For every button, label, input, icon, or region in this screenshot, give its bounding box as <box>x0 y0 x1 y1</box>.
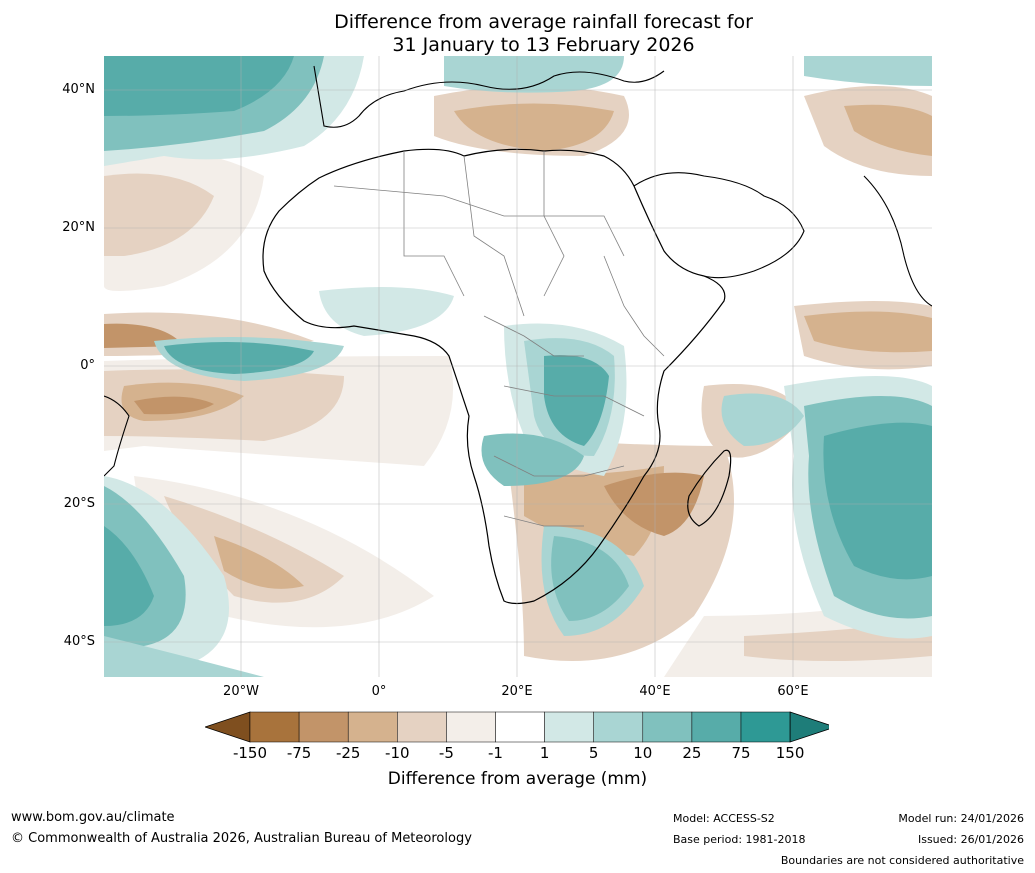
legend-label: Difference from average (mm) <box>387 769 648 789</box>
lon-label-40e: 40°E <box>639 684 671 699</box>
lon-label-20w: 20°W <box>223 684 259 699</box>
footer-model: Model: ACCESS-S2 <box>673 812 775 825</box>
legend-tick-label: 75 <box>731 744 751 762</box>
legend-colorbar <box>205 711 829 743</box>
africa-coastline <box>262 148 726 605</box>
madagascar-outline <box>687 449 732 527</box>
wet-anomaly-areas <box>104 56 932 677</box>
india-coastline <box>863 175 932 307</box>
footer-base-period: Base period: 1981-2018 <box>673 833 806 846</box>
graticule <box>104 56 932 677</box>
footer-copyright: © Commonwealth of Australia 2026, Austra… <box>11 831 472 846</box>
legend-tick-label: -5 <box>438 744 454 762</box>
legend-tick-label: -1 <box>488 744 503 762</box>
legend-color-swatch <box>740 711 791 743</box>
footer-url[interactable]: www.bom.gov.au/climate <box>11 810 175 825</box>
legend-color-swatch <box>347 711 398 743</box>
map-title-line2: 31 January to 13 February 2026 <box>392 34 695 56</box>
legend-tick-label: -75 <box>286 744 312 762</box>
arabia-coastline <box>633 172 805 279</box>
legend-tick-label: 150 <box>775 744 805 762</box>
legend-arrow-low <box>205 711 251 743</box>
legend-color-swatch <box>298 711 349 743</box>
lat-label-20n: 20°N <box>62 220 95 235</box>
lat-label-40s: 40°S <box>63 634 95 649</box>
footer-disclaimer: Boundaries are not considered authoritat… <box>780 854 1024 867</box>
lat-label-20s: 20°S <box>63 496 95 511</box>
legend-color-swatch <box>397 711 447 743</box>
footer-issued: Issued: 26/01/2026 <box>917 833 1024 846</box>
rainfall-anomaly-map <box>104 56 932 677</box>
legend-color-swatch <box>544 711 594 743</box>
lon-label-60e: 60°E <box>777 684 809 699</box>
lat-label-40n: 40°N <box>62 82 95 97</box>
country-borders <box>333 151 665 527</box>
europe-coastline <box>313 65 665 128</box>
legend-color-swatch <box>642 711 693 743</box>
legend-tick-label: -10 <box>385 744 410 762</box>
map-title-line1: Difference from average rainfall forecas… <box>334 11 753 33</box>
lon-label-20e: 20°E <box>501 684 533 699</box>
lat-label-0: 0° <box>80 358 95 373</box>
legend-color-swatch <box>691 711 742 743</box>
lon-label-0: 0° <box>371 684 387 699</box>
legend-tick-label: 1 <box>539 744 550 762</box>
south-america-coastline <box>104 395 130 477</box>
legend-arrow-high <box>789 711 829 743</box>
legend-color-swatch <box>593 711 644 743</box>
legend-tick-label: 25 <box>682 744 702 762</box>
legend-tick-label: 5 <box>588 744 599 762</box>
legend-tick-label: -150 <box>232 744 268 762</box>
legend-color-swatch <box>249 711 300 743</box>
legend-tick-label: 10 <box>633 744 653 762</box>
dry-anomaly-areas <box>104 86 932 677</box>
legend-tick-label: -25 <box>335 744 361 762</box>
footer-model-run: Model run: 24/01/2026 <box>898 812 1024 825</box>
legend-color-swatch <box>446 711 496 743</box>
legend-color-swatch <box>495 711 545 743</box>
